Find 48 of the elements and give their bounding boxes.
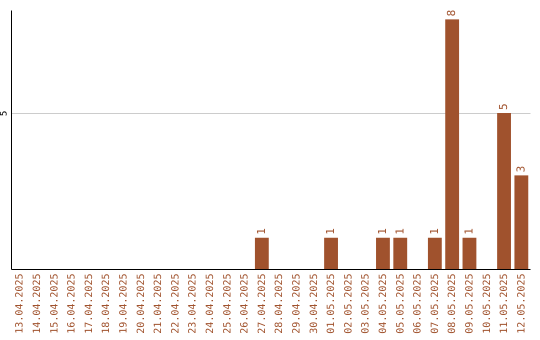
data-label: 1	[254, 228, 268, 235]
x-tick-label: 28.04.2025	[274, 274, 286, 334]
x-tick-label: 09.05.2025	[464, 274, 476, 334]
bar	[445, 19, 460, 269]
x-tick-label: 17.04.2025	[84, 274, 95, 334]
x-tick-label: 11.05.2025	[499, 274, 510, 334]
bar	[324, 238, 338, 269]
x-tick-label: 04.05.2025	[378, 274, 389, 334]
bar	[254, 238, 269, 269]
data-label: 1	[428, 228, 441, 235]
x-tick-label: 02.05.2025	[343, 274, 354, 334]
x-tick-label: 24.04.2025	[204, 274, 216, 334]
x-tick-label: 22.04.2025	[170, 274, 182, 334]
x-tick-label: 30.04.2025	[308, 274, 320, 334]
data-label: 1	[376, 228, 389, 235]
bar	[497, 112, 511, 269]
bar	[514, 175, 528, 269]
data-label: 8	[445, 10, 458, 16]
x-tick-label: 21.04.2025	[153, 274, 164, 334]
x-tick-label: 26.04.2025	[240, 274, 251, 334]
x-tick-label: 16.04.2025	[66, 274, 78, 334]
x-tick-label: 06.05.2025	[412, 274, 424, 334]
x-tick-label: 15.04.2025	[49, 274, 60, 334]
x-tick-label: 27.04.2025	[256, 274, 268, 334]
data-label: 1	[324, 228, 338, 235]
x-tick-label: 10.05.2025	[482, 274, 493, 334]
data-label: 5	[497, 103, 510, 110]
x-tick-label: 23.04.2025	[188, 274, 199, 334]
data-label: 3	[514, 166, 528, 172]
bar	[428, 238, 442, 269]
x-tick-label: 13.04.2025	[14, 274, 26, 334]
x-tick-label: 01.05.2025	[326, 274, 338, 334]
x-tick-label: 20.04.2025	[136, 274, 147, 334]
x-tick-label: 08.05.2025	[447, 274, 458, 334]
x-tick-label: 14.04.2025	[32, 274, 43, 334]
x-tick-label: 29.04.2025	[291, 274, 302, 334]
bar	[393, 238, 408, 269]
x-tick-label: 19.04.2025	[118, 274, 130, 334]
x-tick-label: 03.05.2025	[360, 274, 372, 334]
x-tick-label: 07.05.2025	[430, 274, 441, 334]
bar	[462, 238, 476, 269]
x-tick-label: 05.05.2025	[395, 274, 406, 334]
x-tick-label: 12.05.2025	[516, 274, 528, 334]
data-label: 1	[462, 228, 476, 235]
x-tick-label: 18.04.2025	[101, 274, 112, 334]
x-tick-label: 25.04.2025	[222, 274, 234, 334]
data-label: 1	[393, 228, 406, 235]
bar	[376, 238, 390, 269]
